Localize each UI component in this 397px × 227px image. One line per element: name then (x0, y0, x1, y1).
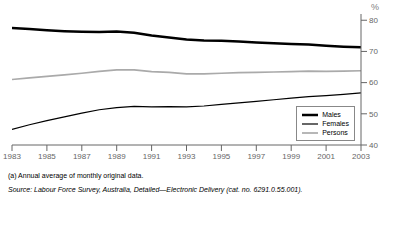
svg-text:1993: 1993 (178, 152, 196, 161)
html-text:Source: Labour Force Survey, A: Source: Labour Force Survey, Australia, … (8, 186, 303, 193)
html-text:Persons: Persons (322, 129, 348, 136)
svg-text:1991: 1991 (143, 152, 161, 161)
html-text:Females: Females (322, 120, 349, 127)
svg-text:1997: 1997 (247, 152, 265, 161)
svg-text:1989: 1989 (108, 152, 126, 161)
svg-text:50: 50 (369, 110, 378, 119)
svg-text:1995: 1995 (213, 152, 231, 161)
svg-text:1999: 1999 (282, 152, 300, 161)
svg-text:1987: 1987 (73, 152, 91, 161)
svg-text:1985: 1985 (38, 152, 56, 161)
svg-text:40: 40 (369, 141, 378, 150)
html-text:(a) Annual average of monthly: (a) Annual average of monthly original d… (8, 172, 144, 179)
html-text:Males: Males (322, 111, 341, 118)
svg-text:2003: 2003 (352, 152, 370, 161)
svg-text:60: 60 (369, 78, 378, 87)
svg-text:70: 70 (369, 47, 378, 56)
svg-text:1983: 1983 (8, 152, 21, 161)
svg-text:2001: 2001 (317, 152, 335, 161)
svg-text:%: % (371, 2, 379, 12)
svg-text:80: 80 (369, 16, 378, 25)
